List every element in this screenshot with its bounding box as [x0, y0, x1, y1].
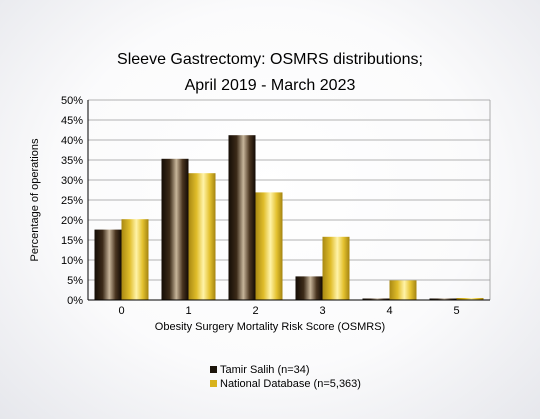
y-tick-label: 40%: [61, 135, 83, 147]
gridlines: [88, 99, 491, 300]
x-tick-label: 4: [386, 305, 392, 317]
x-tick-label: 5: [453, 305, 459, 317]
y-tick-label: 15%: [61, 235, 83, 247]
x-tick-labels: 0 1 2 3 4 5: [118, 305, 459, 317]
y-tick-label: 10%: [61, 255, 83, 267]
bar-tamir-salih-4: [362, 298, 390, 300]
bar-national-database-0: [121, 219, 149, 300]
bar-tamir-salih-3: [295, 276, 323, 300]
x-tick-label: 1: [185, 305, 191, 317]
y-tick-label: 35%: [61, 155, 83, 167]
chart-title-line-1: Sleeve Gastrectomy: OSMRS distributions;: [117, 51, 423, 68]
legend-swatch-national-database: [210, 380, 217, 387]
y-tick-label: 30%: [61, 175, 83, 187]
bar-tamir-salih-5: [429, 298, 457, 300]
y-tick-label: 20%: [61, 215, 83, 227]
bar-national-database-3: [322, 236, 350, 300]
bars: [94, 135, 484, 300]
y-tick-labels: 0% 5% 10% 15% 20% 25% 30% 35% 40% 45% 50%: [61, 95, 83, 307]
y-tick-label: 50%: [61, 95, 83, 107]
bar-national-database-2: [255, 192, 283, 300]
bar-national-database-4: [389, 280, 417, 300]
y-tick-label: 5%: [67, 275, 83, 287]
legend-swatch-tamir-salih: [210, 366, 217, 373]
bar-national-database-5: [456, 298, 484, 300]
x-tick-label: 3: [319, 305, 325, 317]
y-tick-label: 0%: [67, 295, 83, 307]
legend-label-national-database: National Database (n=5,363): [220, 378, 361, 390]
y-tick-label: 45%: [61, 115, 83, 127]
legend-label-tamir-salih: Tamir Salih (n=34): [220, 364, 310, 376]
y-axis-label: Percentage of operations: [29, 138, 41, 261]
x-tick-label: 2: [252, 305, 258, 317]
x-tick-label: 0: [118, 305, 124, 317]
legend: Tamir Salih (n=34) National Database (n=…: [210, 364, 361, 390]
x-axis-label: Obesity Surgery Mortality Risk Score (OS…: [155, 321, 385, 333]
bar-national-database-1: [188, 173, 216, 300]
y-tick-label: 25%: [61, 195, 83, 207]
bar-tamir-salih-1: [161, 158, 189, 300]
bar-tamir-salih-0: [94, 229, 122, 300]
chart-title-line-2: April 2019 - March 2023: [185, 77, 356, 94]
bar-tamir-salih-2: [228, 135, 256, 300]
